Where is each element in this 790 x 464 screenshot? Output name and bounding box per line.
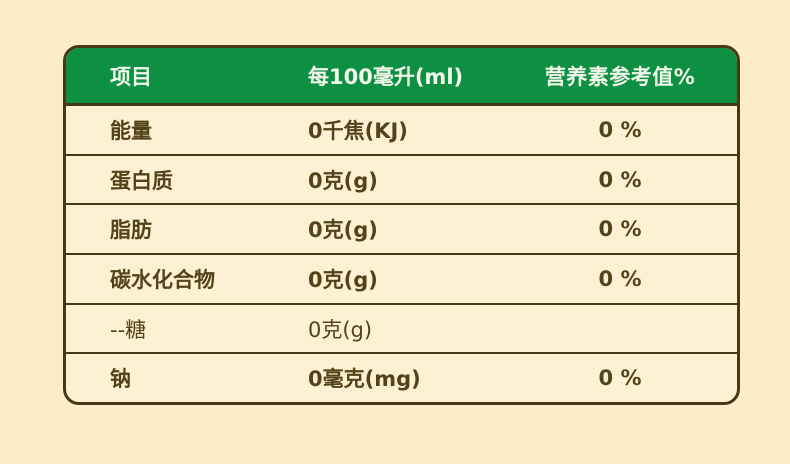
table-row-fat: 脂肪 0克(g) 0 %	[66, 203, 737, 253]
table-row-sugar: --糖 0克(g)	[66, 302, 737, 353]
table-header-row: 项目 每100毫升(ml) 营养素参考值%	[66, 48, 737, 106]
row-item-label: 能量	[110, 118, 152, 143]
row-item-label: 钠	[110, 367, 131, 392]
row-item-label: 蛋白质	[110, 168, 173, 193]
row-nrv: 0 %	[598, 266, 642, 291]
nutrition-table: 项目 每100毫升(ml) 营养素参考值% 能量 0千焦(KJ) 0 % 蛋白质…	[63, 45, 740, 405]
row-item-label: 碳水化合物	[110, 267, 215, 292]
row-amount: 0千焦(KJ)	[308, 118, 408, 143]
row-amount: 0克(g)	[308, 218, 378, 243]
header-item-column: 项目	[110, 64, 152, 89]
row-amount: 0毫克(mg)	[308, 367, 421, 392]
row-amount: 0克(g)	[308, 168, 378, 193]
header-per100ml-column: 每100毫升(ml)	[308, 64, 464, 89]
row-item-label: --糖	[110, 317, 147, 342]
row-item-label: 脂肪	[110, 218, 152, 243]
row-amount: 0克(g)	[308, 267, 378, 292]
row-nrv: 0 %	[598, 167, 642, 192]
table-row-protein: 蛋白质 0克(g) 0 %	[66, 153, 737, 204]
table-row-carbohydrate: 碳水化合物 0克(g) 0 %	[66, 253, 737, 303]
row-nrv: 0 %	[598, 217, 642, 242]
header-nrv-column: 营养素参考值%	[544, 64, 696, 89]
row-nrv: 0 %	[598, 117, 642, 142]
row-amount: 0克(g)	[308, 317, 373, 342]
row-nrv: 0 %	[598, 366, 642, 391]
table-row-energy: 能量 0千焦(KJ) 0 %	[66, 106, 737, 154]
table-row-sodium: 钠 0毫克(mg) 0 %	[66, 352, 737, 402]
